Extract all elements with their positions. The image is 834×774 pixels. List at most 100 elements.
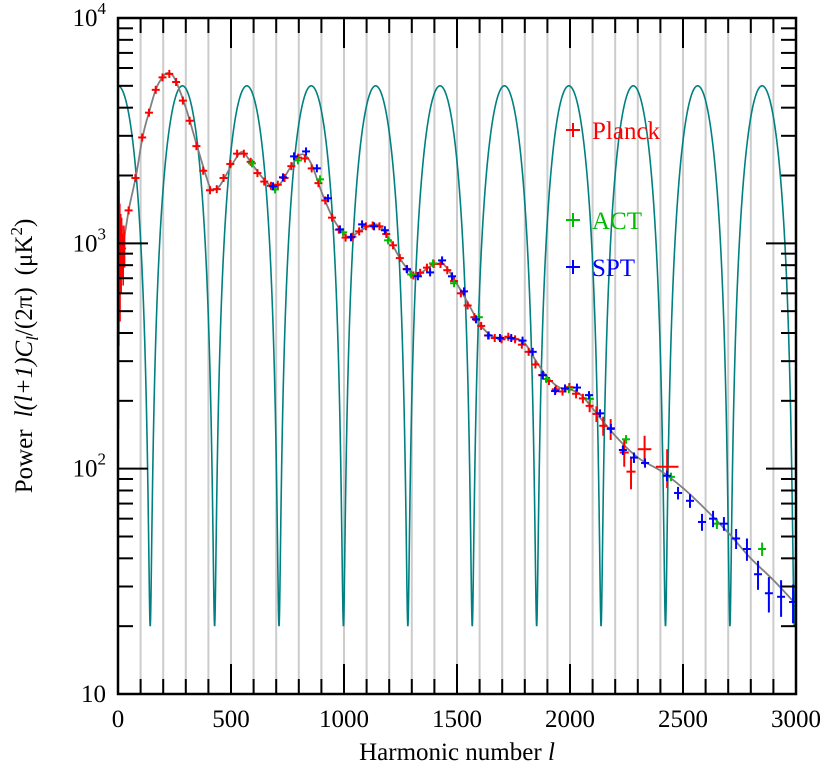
data-point-spt (471, 315, 480, 324)
legend: Planck ACT SPT (566, 118, 661, 282)
data-point-planck (199, 166, 208, 175)
data-point-spt (380, 226, 389, 235)
data-point-spt (426, 268, 435, 277)
data-point-planck (260, 177, 269, 186)
legend-label: ACT (592, 208, 642, 235)
legend-label: SPT (592, 255, 635, 282)
data-point-spt (719, 517, 728, 531)
data-point-planck (131, 173, 140, 182)
data-point-planck (192, 142, 201, 151)
y-tick-label: 102 (73, 450, 107, 483)
data-point-spt (528, 347, 537, 356)
x-tick-label: 500 (212, 706, 250, 733)
data-point-spt (323, 194, 332, 203)
data-point-planck (138, 133, 147, 142)
data-point-spt (618, 445, 627, 455)
data-point-planck (178, 96, 187, 105)
data-point-planck (185, 116, 194, 125)
data-point-planck (463, 301, 472, 310)
y-tick-label: 10 (81, 681, 106, 708)
data-point-spt (596, 409, 605, 418)
data-point-planck (599, 416, 608, 436)
data-point-act (407, 270, 416, 279)
data-point-planck (144, 108, 153, 117)
data-point-spt (507, 334, 516, 343)
data-point-act (667, 472, 676, 482)
legend-item-planck: Planck (566, 118, 661, 145)
data-point-planck (212, 185, 221, 194)
data-point-planck (511, 335, 520, 344)
series-act (248, 156, 767, 556)
data-point-spt (413, 272, 422, 281)
data-point-planck-low-l (123, 232, 127, 268)
data-point-spt (641, 458, 650, 468)
data-point-act (712, 518, 721, 529)
data-point-spt (518, 336, 527, 345)
data-point-spt (686, 494, 695, 508)
data-point-spt (347, 233, 356, 242)
data-point-spt (584, 391, 593, 400)
data-point-planck (158, 73, 167, 82)
data-point-planck (328, 213, 337, 222)
data-point-spt (697, 513, 706, 531)
legend-item-spt: SPT (566, 255, 635, 282)
data-point-planck (165, 69, 174, 78)
data-point-act (622, 435, 631, 444)
data-point-planck (443, 266, 452, 275)
oscillation-line (117, 85, 797, 627)
data-point-act (293, 156, 302, 165)
data-point-act (316, 175, 325, 184)
data-point-planck (314, 179, 323, 188)
series-spt (269, 147, 798, 624)
legend-item-act: ACT (566, 208, 642, 235)
data-point-spt (335, 225, 344, 234)
data-point-planck (626, 456, 636, 490)
x-tick-label: 1500 (432, 706, 482, 733)
data-point-spt (290, 152, 299, 161)
data-point-planck (382, 230, 391, 239)
data-point-spt (460, 287, 469, 296)
data-point-spt (732, 528, 741, 550)
data-point-planck (273, 180, 282, 189)
data-point-act (758, 542, 767, 556)
data-point-spt (629, 452, 638, 463)
x-tick-label: 3000 (771, 706, 821, 733)
data-point-spt (538, 371, 547, 380)
x-tick-label: 1000 (319, 706, 369, 733)
data-point-spt (674, 486, 683, 500)
data-point-planck (124, 206, 133, 215)
data-point-planck (246, 157, 255, 166)
data-point-act (429, 259, 438, 268)
data-point-spt (448, 272, 457, 281)
data-point-planck (205, 186, 214, 195)
data-point-planck (619, 440, 629, 467)
data-point-planck (395, 254, 404, 263)
data-point-act (248, 159, 257, 168)
data-point-planck (219, 173, 228, 182)
data-point-spt (438, 256, 447, 265)
data-point-spt (606, 423, 615, 433)
data-point-planck (422, 263, 431, 272)
x-tick-label: 2500 (658, 706, 708, 733)
data-point-spt (764, 577, 773, 613)
data-point-planck (578, 393, 587, 404)
data-point-planck (389, 241, 398, 250)
data-point-spt (662, 470, 671, 482)
data-point-spt (742, 538, 751, 561)
x-tick-label: 0 (112, 706, 125, 733)
data-point-planck (497, 335, 506, 344)
data-point-act (384, 236, 393, 245)
y-tick-label: 103 (73, 224, 107, 257)
data-point-spt (312, 164, 321, 173)
data-point-spt (495, 334, 504, 343)
y-tick-label: 104 (73, 0, 107, 32)
data-point-planck (151, 85, 160, 94)
data-point-spt (370, 222, 379, 231)
x-tick-label: 2000 (545, 706, 595, 733)
data-point-planck (355, 227, 364, 236)
data-point-planck (300, 154, 309, 163)
data-point-spt (551, 387, 560, 396)
axes: 0 500 1000 1500 2000 2500 3000 10 102 103 104 (73, 0, 822, 733)
